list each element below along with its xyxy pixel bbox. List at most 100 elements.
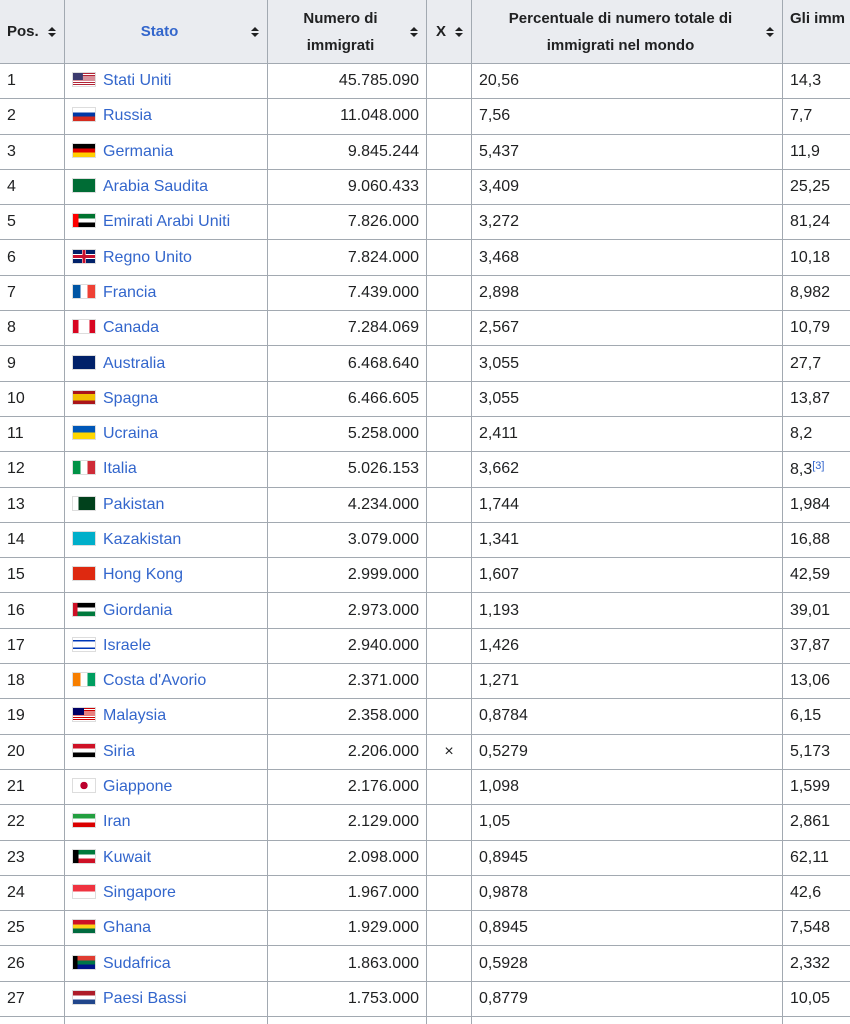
country-cell: Ghana: [64, 910, 268, 947]
country-cell: Francia: [64, 274, 268, 312]
column-header[interactable]: Stato: [64, 0, 268, 64]
position-cell: 11: [0, 415, 65, 453]
country-cell: Emirati Arabi Uniti: [64, 204, 268, 241]
country-link[interactable]: Arabia Saudita: [103, 178, 208, 196]
share-value: 10,79: [790, 319, 831, 337]
table-row: 1 Stati Uniti 45.785.090 20,56 14,3: [0, 62, 850, 100]
country-link[interactable]: Italia: [103, 460, 137, 478]
country-cell: Stati Uniti: [64, 62, 268, 100]
country-cell: Regno Unito: [64, 239, 268, 276]
country-cell: Hong Kong: [64, 557, 268, 594]
x-cell: [426, 168, 472, 206]
country-cell: Pakistan: [64, 486, 268, 523]
x-cell: [426, 274, 472, 312]
table-row: 6 Regno Unito 7.824.000 3,468 10,18: [0, 239, 850, 276]
share-value: 1,599: [790, 778, 831, 796]
column-header[interactable]: Numero di immigrati: [267, 0, 427, 64]
column-header[interactable]: Percentuale di numero totale di immigrat…: [471, 0, 783, 64]
position-cell: 16: [0, 592, 65, 629]
share-value: 7,7: [790, 107, 813, 125]
flag-icon: [72, 848, 96, 864]
position-cell: 27: [0, 980, 65, 1018]
country-link[interactable]: Pakistan: [103, 495, 165, 513]
column-header[interactable]: Pos.: [0, 0, 65, 64]
share-cell: 14,3: [782, 62, 850, 100]
empty-cell: [64, 1016, 268, 1024]
table-row: 15 Hong Kong 2.999.000 1,607 42,59: [0, 557, 850, 594]
country-link[interactable]: Spagna: [103, 389, 159, 407]
flag-icon: [72, 248, 96, 264]
position-cell: 14: [0, 521, 65, 559]
country-link[interactable]: Iran: [103, 813, 131, 831]
country-link[interactable]: Paesi Bassi: [103, 989, 187, 1007]
x-cell: [426, 910, 472, 947]
table-row: [0, 1016, 850, 1024]
country-cell: Paesi Bassi: [64, 980, 268, 1018]
x-cell: [426, 239, 472, 276]
country-link[interactable]: Singapore: [103, 883, 176, 901]
percent-cell: 1,426: [471, 627, 783, 665]
country-link[interactable]: Kuwait: [103, 848, 152, 866]
country-link[interactable]: Ghana: [103, 919, 152, 937]
country-link[interactable]: Canada: [103, 319, 160, 337]
country-cell: Kazakistan: [64, 521, 268, 559]
country-link[interactable]: Regno Unito: [103, 248, 192, 266]
table-row: 19 Malaysia 2.358.000 0,8784 6,15: [0, 698, 850, 735]
x-cell: [426, 345, 472, 382]
table-row: 3 Germania 9.845.244 5,437 11,9: [0, 133, 850, 170]
country-link[interactable]: Sudafrica: [103, 954, 171, 972]
country-link[interactable]: Costa d'Avorio: [103, 672, 207, 690]
share-value: 42,59: [790, 566, 831, 584]
share-value: 11,9: [790, 142, 820, 160]
column-header[interactable]: Gli imm: [782, 0, 850, 64]
country-link[interactable]: Giordania: [103, 601, 173, 619]
country-cell: Israele: [64, 627, 268, 665]
country-link[interactable]: Hong Kong: [103, 566, 184, 584]
share-value: 8,982: [790, 283, 831, 301]
immigrants-cell: 4.234.000: [267, 486, 427, 523]
column-header[interactable]: X: [426, 0, 472, 64]
country-link[interactable]: Australia: [103, 354, 166, 372]
flag-icon: [72, 636, 96, 652]
position-cell: 17: [0, 627, 65, 665]
x-cell: [426, 415, 472, 453]
x-cell: [426, 62, 472, 100]
share-cell: 7,7: [782, 98, 850, 135]
position-cell: 2: [0, 98, 65, 135]
share-value: 10,18: [790, 248, 831, 266]
country-link[interactable]: Russia: [103, 107, 152, 125]
country-link[interactable]: Malaysia: [103, 707, 167, 725]
flag-icon: [72, 213, 96, 229]
share-cell: 25,25: [782, 168, 850, 206]
x-cell: [426, 557, 472, 594]
table-row: 18 Costa d'Avorio 2.371.000 1,271 13,06: [0, 663, 850, 700]
flag-icon: [72, 107, 96, 123]
country-link[interactable]: Israele: [103, 636, 152, 654]
x-cell: [426, 310, 472, 347]
empty-cell: [267, 1016, 427, 1024]
share-cell: 6,15: [782, 698, 850, 735]
share-cell: 8,2: [782, 415, 850, 453]
share-cell: 13,06: [782, 663, 850, 700]
country-link[interactable]: Siria: [103, 742, 136, 760]
percent-cell: 1,193: [471, 592, 783, 629]
country-link[interactable]: Germania: [103, 142, 174, 160]
share-cell: 5,173: [782, 733, 850, 770]
country-link[interactable]: Emirati Arabi Uniti: [103, 213, 231, 231]
country-cell: Iran: [64, 804, 268, 841]
flag-icon: [72, 531, 96, 546]
x-cell: [426, 804, 472, 841]
country-link[interactable]: Ucraina: [103, 425, 159, 443]
country-link[interactable]: Francia: [103, 283, 157, 301]
country-cell: Arabia Saudita: [64, 168, 268, 206]
country-link[interactable]: Giappone: [103, 778, 173, 796]
percent-cell: 1,341: [471, 521, 783, 559]
x-cell: [426, 698, 472, 735]
percent-cell: 3,662: [471, 451, 783, 488]
immigrants-cell: 2.973.000: [267, 592, 427, 629]
table-row: 9 Australia 6.468.640 3,055 27,7: [0, 345, 850, 382]
country-link[interactable]: Stati Uniti: [103, 72, 172, 90]
percent-cell: 2,898: [471, 274, 783, 312]
country-link[interactable]: Kazakistan: [103, 531, 182, 548]
share-cell: 37,87: [782, 627, 850, 665]
